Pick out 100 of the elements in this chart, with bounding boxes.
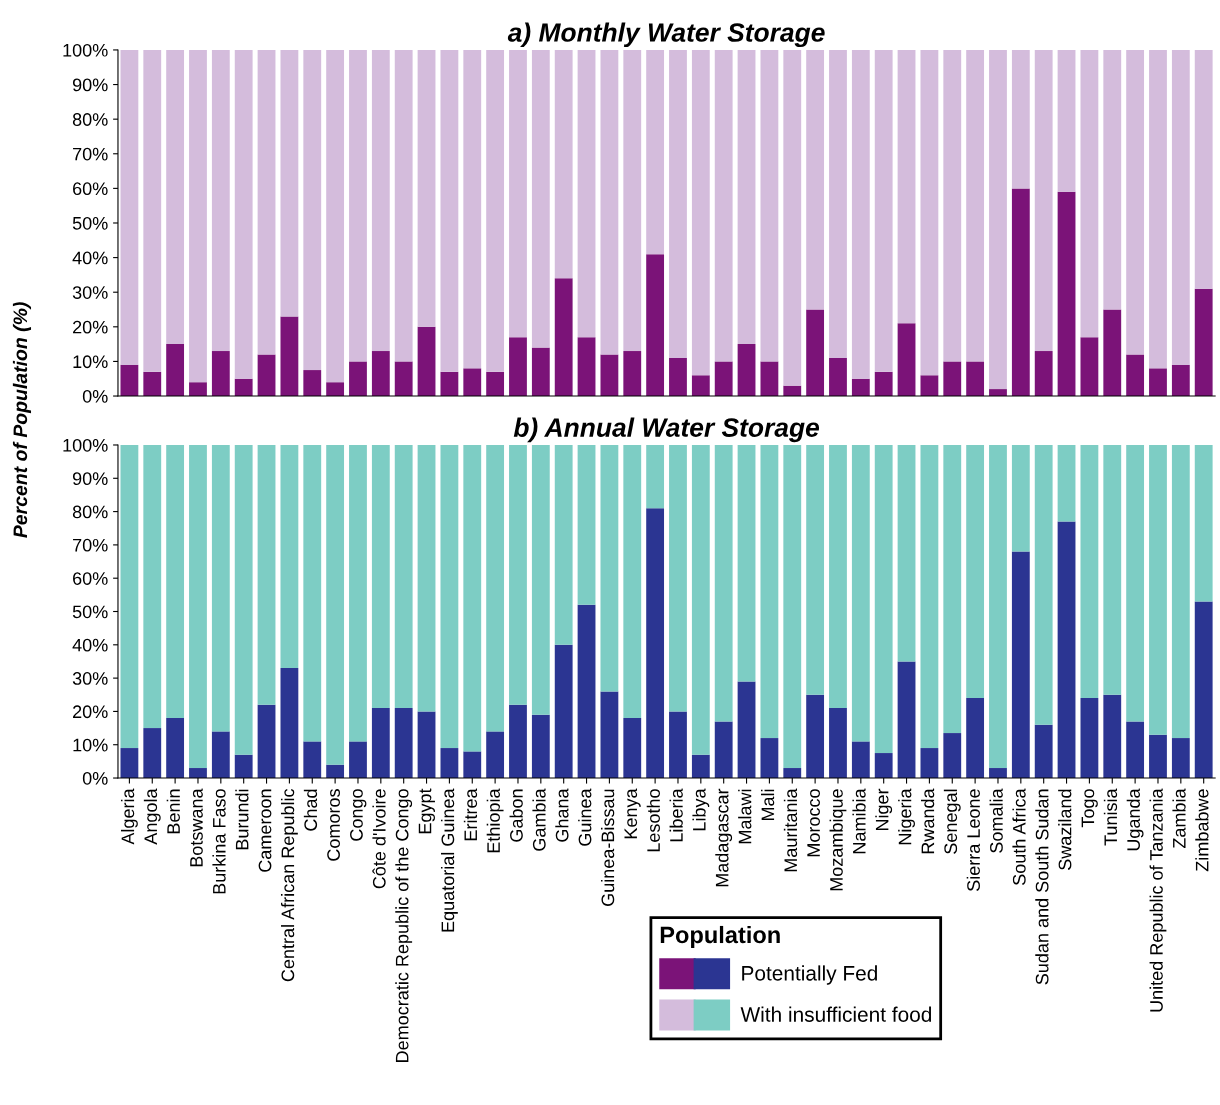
bar — [714, 361, 733, 397]
x-tick-label: South Africa — [1012, 788, 1026, 885]
bar — [531, 444, 550, 715]
bar — [486, 49, 505, 372]
bar — [189, 49, 207, 383]
x-tick-label: Sudan and South Sudan — [1035, 789, 1049, 985]
bar — [806, 49, 825, 310]
bar — [1171, 49, 1190, 365]
bar — [691, 444, 710, 755]
bar — [806, 309, 825, 397]
bar — [189, 768, 207, 779]
bar — [646, 508, 665, 779]
bar — [303, 49, 322, 371]
bar — [1126, 354, 1145, 397]
x-tick-label: Chad — [303, 789, 318, 831]
bar — [463, 49, 482, 369]
bar — [531, 347, 550, 397]
bar — [417, 444, 436, 712]
bar — [1080, 337, 1099, 397]
bar — [1103, 444, 1122, 695]
bar — [691, 375, 710, 397]
bar — [1011, 188, 1030, 397]
x-tick-label: United Republic of Tanzania — [1149, 788, 1167, 1012]
x-tick-label: Senegal — [943, 789, 961, 854]
y-tick-label: 80% — [72, 505, 108, 519]
x-tick-label: Ethiopia — [486, 788, 504, 853]
bar — [966, 361, 985, 397]
bar — [829, 444, 847, 709]
bar — [966, 698, 985, 779]
x-tick-label: Niger — [875, 788, 893, 831]
bar — [303, 370, 322, 397]
bar — [1103, 309, 1122, 397]
bar — [440, 748, 459, 779]
bar — [920, 748, 939, 779]
bar — [394, 361, 413, 397]
x-tick-label: Comoros — [327, 789, 340, 861]
bar — [509, 444, 527, 705]
bar — [1011, 49, 1030, 189]
bar — [966, 49, 985, 362]
x-tick-label: Gambia — [532, 788, 546, 851]
bar — [1171, 738, 1190, 779]
x-tick-label: Mauritania — [783, 788, 798, 872]
bar — [326, 49, 345, 383]
bar — [1080, 49, 1099, 338]
x-tick-label: Benin — [166, 789, 180, 834]
bar — [371, 708, 390, 779]
bar — [280, 444, 299, 669]
bar — [989, 49, 1007, 390]
y-tick-label: 100% — [63, 43, 108, 57]
bar — [989, 444, 1007, 769]
bar — [783, 768, 802, 779]
bar — [394, 49, 413, 362]
y-tick-label: 30% — [72, 286, 108, 299]
bar — [1011, 551, 1030, 779]
y-tick-label: 20% — [73, 705, 108, 719]
bar — [623, 444, 642, 719]
x-tick-label: Democratic Republic of the Congo — [395, 789, 413, 1062]
bar — [1126, 444, 1145, 722]
x-tick-label: Gabon — [509, 789, 523, 842]
x-tick-label: Algeria — [120, 788, 138, 845]
bar — [737, 444, 756, 682]
x-tick-label: Zambia — [1172, 788, 1186, 849]
y-tick-label: 50% — [72, 216, 108, 230]
x-tick-label: Guinea — [578, 788, 592, 846]
y-tick-label: 90% — [72, 472, 108, 486]
x-tick-label: Lesotho — [646, 789, 660, 852]
y-tick-label: 90% — [72, 78, 108, 92]
bar — [897, 49, 916, 324]
bar — [829, 49, 847, 358]
bar — [166, 49, 185, 345]
bar — [897, 661, 916, 779]
bar — [1149, 368, 1167, 397]
y-tick-label: 70% — [73, 538, 108, 552]
bar — [280, 49, 299, 317]
bar — [714, 721, 733, 779]
x-tick-label: Ghana — [555, 788, 569, 842]
x-tick-label: Burkina Faso — [212, 789, 226, 894]
bar — [326, 764, 345, 779]
bar — [349, 741, 367, 779]
bar — [1057, 444, 1076, 522]
legend-title: Population — [660, 925, 780, 948]
bar — [1011, 444, 1030, 552]
bar — [874, 753, 893, 779]
bar — [326, 444, 345, 765]
bar — [211, 49, 230, 352]
bar — [509, 49, 527, 338]
x-tick-label: Namibia — [852, 788, 866, 854]
x-tick-label: Mali — [760, 789, 775, 821]
y-tick-label: 60% — [73, 572, 108, 585]
x-tick-label: Liberia — [669, 788, 683, 842]
legend-label: Potentially Fed — [742, 965, 877, 985]
bar — [1103, 694, 1122, 779]
bar — [120, 444, 139, 749]
bar — [166, 344, 185, 397]
x-tick-label: Kenya — [624, 788, 641, 839]
bar — [166, 718, 185, 779]
bar — [1171, 364, 1190, 397]
x-tick-label: Rwanda — [920, 788, 935, 854]
bar — [1126, 49, 1145, 355]
x-tick-label: Madagascar — [715, 788, 733, 887]
